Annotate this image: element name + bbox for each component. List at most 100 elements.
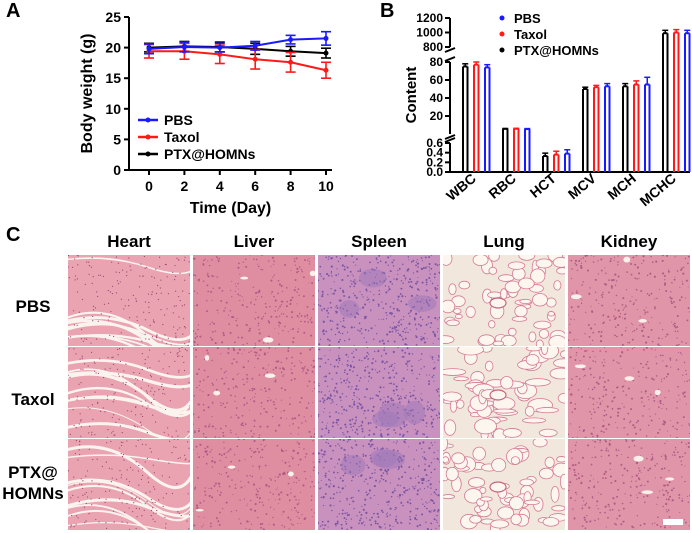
nucleus xyxy=(307,321,310,323)
nucleus xyxy=(203,517,205,519)
nucleus xyxy=(259,487,261,489)
nucleus xyxy=(353,403,356,406)
nucleus xyxy=(428,465,431,468)
nucleus xyxy=(266,411,268,414)
nucleus xyxy=(676,315,679,318)
nucleus xyxy=(195,355,197,358)
nucleus xyxy=(642,326,645,329)
nucleus xyxy=(105,461,107,463)
nucleus xyxy=(209,451,211,453)
nucleus xyxy=(663,275,666,278)
nucleus xyxy=(583,500,585,502)
nucleus xyxy=(217,259,219,261)
nucleus xyxy=(351,418,354,421)
nucleus xyxy=(375,426,378,429)
nucleus xyxy=(235,510,238,512)
nucleus xyxy=(107,290,109,292)
nucleus xyxy=(304,420,307,422)
nucleus xyxy=(421,479,423,482)
nucleus xyxy=(244,423,247,425)
vessel-lumen xyxy=(641,490,654,494)
nucleus xyxy=(269,399,272,401)
nucleus xyxy=(164,527,167,529)
nucleus xyxy=(274,480,277,482)
nucleus xyxy=(666,484,669,487)
alveolus xyxy=(474,418,497,435)
nucleus xyxy=(678,493,681,496)
nucleus xyxy=(163,353,165,355)
nucleus xyxy=(651,261,654,264)
nucleus xyxy=(404,489,407,492)
nucleus xyxy=(297,442,301,445)
tissue-texture xyxy=(568,255,690,346)
nucleus xyxy=(573,468,576,471)
nucleus xyxy=(392,307,395,310)
nucleus xyxy=(346,512,348,514)
nucleus xyxy=(310,495,313,497)
nucleus xyxy=(352,496,354,499)
nucleus xyxy=(610,481,613,484)
nucleus xyxy=(680,441,683,444)
nucleus xyxy=(607,454,610,457)
nucleus xyxy=(295,482,298,484)
nucleus xyxy=(353,394,355,397)
nucleus xyxy=(318,413,320,416)
nucleus xyxy=(96,291,98,293)
nucleus xyxy=(359,308,361,310)
nucleus xyxy=(594,291,597,294)
nucleus xyxy=(399,493,402,496)
nucleus xyxy=(285,450,287,452)
nucleus xyxy=(329,349,331,351)
nucleus xyxy=(202,456,205,458)
nucleus xyxy=(357,388,360,391)
nucleus xyxy=(256,496,259,498)
muscle-fiber-gap xyxy=(68,359,190,379)
nucleus xyxy=(405,394,407,397)
nucleus xyxy=(278,473,281,476)
nucleus xyxy=(598,397,601,400)
nucleus xyxy=(605,272,607,274)
nucleus xyxy=(329,412,331,414)
nucleus xyxy=(645,307,647,309)
nucleus xyxy=(292,336,295,339)
nucleus xyxy=(665,365,668,368)
nucleus xyxy=(122,375,124,377)
nucleus xyxy=(414,312,418,315)
airway xyxy=(489,389,507,401)
nucleus xyxy=(597,508,599,510)
nucleus xyxy=(647,321,649,323)
nucleus xyxy=(202,409,205,412)
alveolus xyxy=(484,360,494,372)
nucleus xyxy=(119,281,121,283)
nucleus xyxy=(346,266,349,269)
nucleus xyxy=(256,490,259,493)
nucleus xyxy=(74,258,76,260)
nucleus xyxy=(399,292,402,295)
nucleus xyxy=(664,455,667,458)
nucleus xyxy=(99,410,102,412)
nucleus xyxy=(260,526,262,529)
nucleus xyxy=(674,256,676,258)
nucleus xyxy=(673,278,676,281)
nucleus xyxy=(347,385,350,388)
nucleus xyxy=(378,391,381,393)
nucleus xyxy=(148,311,150,314)
nucleus xyxy=(293,481,295,484)
nucleus xyxy=(154,488,156,490)
nucleus xyxy=(163,431,165,434)
nucleus xyxy=(90,498,92,500)
x-tick-label: 10 xyxy=(318,178,334,194)
nucleus xyxy=(369,445,372,448)
nucleus xyxy=(323,466,325,469)
nucleus xyxy=(309,486,312,488)
nucleus xyxy=(274,476,276,478)
nucleus xyxy=(126,478,128,480)
y-tick-label: 0 xyxy=(113,162,121,178)
nucleus xyxy=(369,261,371,264)
nucleus xyxy=(359,403,362,406)
nucleus xyxy=(393,340,396,343)
nucleus xyxy=(212,384,214,386)
nucleus xyxy=(309,348,312,351)
nucleus xyxy=(150,376,153,378)
nucleus xyxy=(601,400,603,402)
